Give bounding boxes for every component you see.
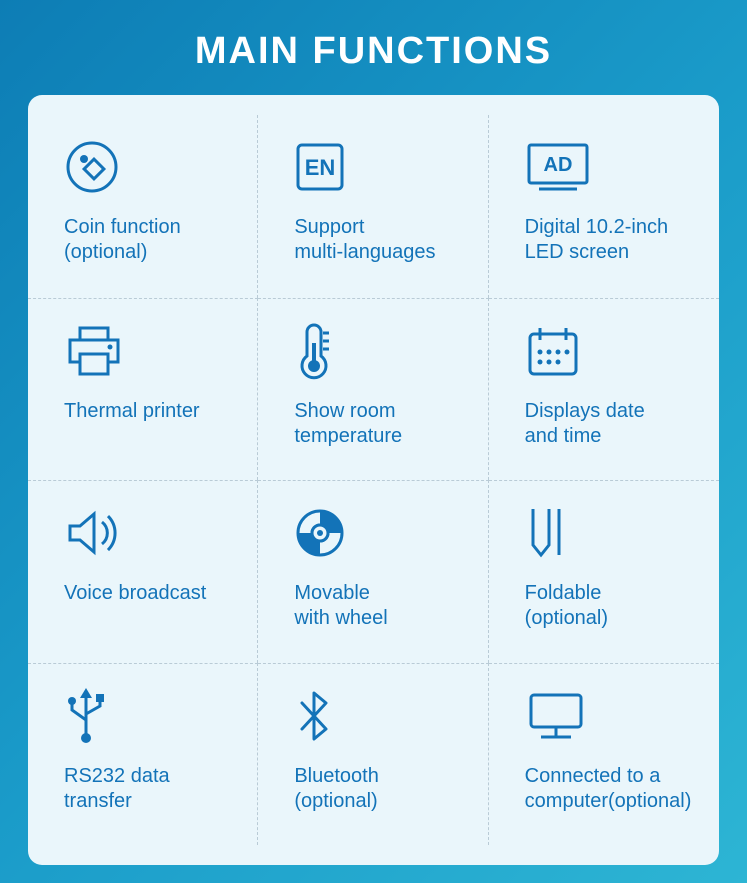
feature-label: RS232 data transfer bbox=[64, 764, 170, 814]
printer-icon bbox=[64, 321, 124, 381]
speaker-icon bbox=[64, 503, 120, 563]
svg-text:EN: EN bbox=[305, 155, 336, 180]
page-title: MAIN FUNCTIONS bbox=[0, 0, 747, 95]
feature-label: Coin function (optional) bbox=[64, 215, 181, 265]
feature-printer: Thermal printer bbox=[28, 298, 258, 481]
feature-wheel: Movable with wheel bbox=[258, 480, 488, 663]
features-card: Coin function (optional) EN Support mult… bbox=[28, 95, 719, 865]
feature-label: Displays date and time bbox=[525, 399, 645, 449]
feature-label: Support multi-languages bbox=[294, 215, 435, 265]
feature-language: EN Support multi-languages bbox=[258, 115, 488, 298]
feature-label: Thermal printer bbox=[64, 399, 200, 424]
feature-label: Voice broadcast bbox=[64, 581, 206, 606]
usb-icon bbox=[64, 686, 108, 746]
feature-label: Foldable (optional) bbox=[525, 581, 608, 631]
computer-icon bbox=[525, 686, 587, 746]
feature-calendar: Displays date and time bbox=[489, 298, 719, 481]
features-grid: Coin function (optional) EN Support mult… bbox=[28, 115, 719, 845]
feature-bluetooth: Bluetooth (optional) bbox=[258, 663, 488, 846]
feature-led-screen: AD Digital 10.2-inch LED screen bbox=[489, 115, 719, 298]
feature-usb: RS232 data transfer bbox=[28, 663, 258, 846]
feature-speaker: Voice broadcast bbox=[28, 480, 258, 663]
feature-thermometer: Show room temperature bbox=[258, 298, 488, 481]
feature-label: Connected to a computer(optional) bbox=[525, 764, 692, 814]
feature-label: Movable with wheel bbox=[294, 581, 387, 631]
feature-fold: Foldable (optional) bbox=[489, 480, 719, 663]
feature-computer: Connected to a computer(optional) bbox=[489, 663, 719, 846]
feature-coin: Coin function (optional) bbox=[28, 115, 258, 298]
calendar-icon bbox=[525, 321, 581, 381]
led-screen-icon: AD bbox=[525, 137, 591, 197]
thermometer-icon bbox=[294, 321, 334, 381]
coin-icon bbox=[64, 137, 120, 197]
bluetooth-icon bbox=[294, 686, 334, 746]
wheel-icon bbox=[294, 503, 346, 563]
feature-label: Digital 10.2-inch LED screen bbox=[525, 215, 668, 265]
language-icon: EN bbox=[294, 137, 346, 197]
fold-icon bbox=[525, 503, 571, 563]
feature-label: Bluetooth (optional) bbox=[294, 764, 379, 814]
svg-text:AD: AD bbox=[543, 154, 572, 176]
feature-label: Show room temperature bbox=[294, 399, 402, 449]
